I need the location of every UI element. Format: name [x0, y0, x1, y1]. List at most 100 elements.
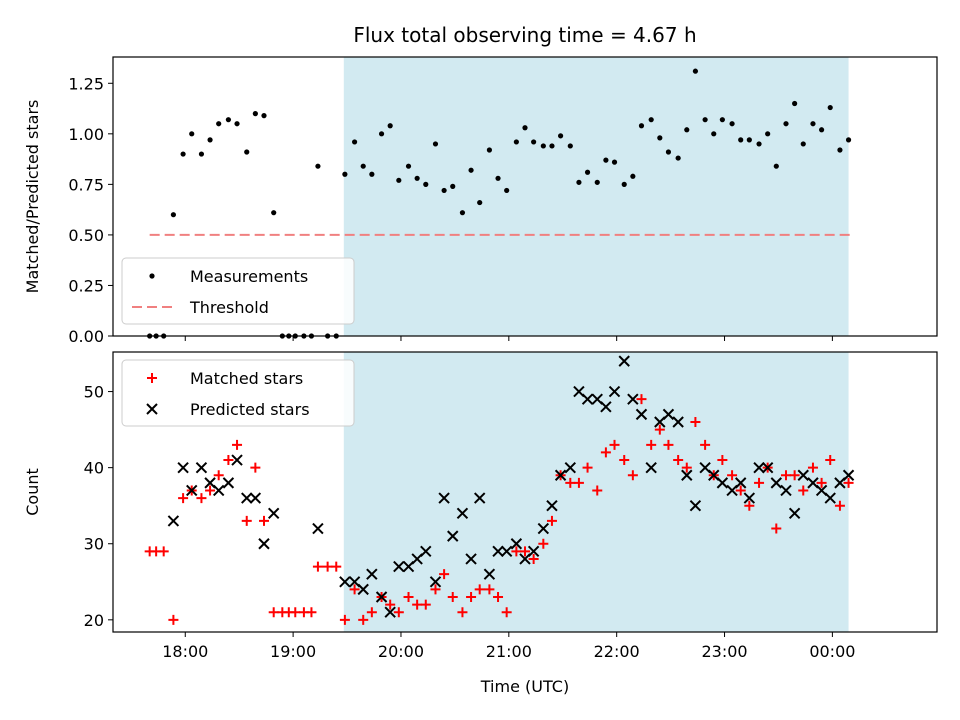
- measurements-point: [630, 173, 636, 179]
- measurements-point: [423, 181, 429, 187]
- measurements-point: [252, 111, 258, 117]
- ratio-y-axis-title: Matched/Predicted stars: [23, 100, 42, 294]
- predicted-stars-point: [429, 576, 442, 588]
- matched-stars-point: [213, 470, 224, 481]
- matched-stars-point: [816, 477, 827, 488]
- predicted-stars-point: [492, 545, 504, 558]
- matched-stars-point: [538, 538, 549, 549]
- predicted-stars-point: [672, 416, 684, 428]
- predicted-stars-point: [554, 469, 567, 481]
- matched-stars-point: [403, 592, 414, 602]
- predicted-stars-point: [546, 499, 558, 512]
- ratio-y-tick-label: 0.50: [68, 226, 104, 245]
- predicted-stars-point: [267, 507, 280, 520]
- ratio-axes-frame: [112, 56, 938, 337]
- predicted-stars-point: [456, 507, 469, 520]
- matched-stars-point: [673, 455, 684, 466]
- x-tick-label: 18:00: [162, 642, 208, 661]
- matched-stars-point: [528, 553, 539, 564]
- predicted-stars-point: [608, 385, 621, 398]
- matched-stars-point: [358, 614, 369, 625]
- matched-stars-point: [700, 439, 711, 450]
- matched-stars-point: [223, 455, 234, 466]
- measurements-point: [845, 137, 852, 143]
- matched-stars-point: [258, 515, 269, 526]
- predicted-stars-point: [366, 568, 378, 580]
- matched-stars-point: [250, 462, 261, 473]
- predicted-stars-point: [212, 484, 225, 497]
- measurements-point: [531, 139, 537, 145]
- matched-stars-point: [843, 477, 854, 488]
- matched-stars-point: [807, 462, 818, 473]
- matched-stars-point: [241, 515, 252, 526]
- count-y-axis-title: Count: [23, 468, 42, 516]
- count-y-tick-label: 50: [84, 383, 104, 402]
- matched-stars-point: [430, 584, 441, 595]
- matched-stars-point: [609, 439, 620, 450]
- measurements-point: [665, 149, 672, 155]
- predicted-stars-point: [842, 469, 855, 481]
- measurements-point: [638, 123, 645, 129]
- predicted-stars-point: [357, 583, 369, 596]
- predicted-stars-point: [618, 355, 630, 367]
- predicted-stars-point: [537, 522, 550, 535]
- matched-stars-point: [366, 607, 377, 618]
- measurements-point: [594, 179, 600, 185]
- matched-stars-point: [636, 394, 647, 405]
- matched-stars-point: [349, 584, 360, 595]
- predicted-stars-point: [635, 408, 648, 421]
- matched-stars-point: [646, 439, 657, 450]
- count-axes-frame: [112, 351, 938, 633]
- measurements-point: [684, 127, 690, 133]
- predicted-stars-point: [222, 477, 235, 489]
- predicted-stars-point: [627, 393, 639, 405]
- predicted-stars-point: [465, 553, 477, 565]
- predicted-stars-point: [600, 401, 612, 413]
- matched-stars-point: [627, 470, 638, 481]
- predicted-stars-point: [420, 545, 432, 558]
- measurements-point: [746, 137, 752, 143]
- ratio-y-tick-label: 1.25: [68, 74, 104, 93]
- ratio-legend: Measurements Threshold: [121, 257, 355, 325]
- count-y-tick-label: 40: [84, 459, 104, 478]
- measurements-point: [729, 121, 735, 127]
- measurements-point: [315, 163, 321, 169]
- matched-stars-point: [582, 462, 593, 473]
- matched-stars-point: [457, 607, 468, 618]
- matched-stars-point: [735, 485, 746, 496]
- predicted-stars-point: [258, 538, 270, 550]
- measurements-point: [369, 171, 375, 177]
- predicted-stars-point: [249, 492, 262, 504]
- matched-stars-point: [412, 599, 423, 610]
- measurements-point: [827, 104, 833, 111]
- measurements-point: [576, 179, 582, 185]
- measurements-point: [513, 139, 519, 145]
- matched-stars-point: [312, 561, 323, 572]
- measurements-point: [414, 175, 420, 181]
- measurements-point: [603, 157, 609, 163]
- predicted-stars-point: [500, 545, 513, 558]
- measurements-point: [459, 210, 466, 216]
- matched-stars-point: [825, 455, 836, 466]
- predicted-stars-point: [581, 393, 594, 405]
- measurements-point: [244, 149, 250, 155]
- measurements-point: [271, 210, 277, 216]
- predicted-stars-point: [384, 606, 396, 618]
- measurements-point: [792, 100, 798, 107]
- predicted-stars-point: [734, 477, 747, 489]
- measurements-point: [675, 155, 681, 161]
- matched-stars-point: [592, 485, 603, 496]
- matched-stars-point: [690, 417, 701, 427]
- count-legend-label: Matched stars: [190, 369, 303, 388]
- matched-stars-point: [619, 455, 630, 466]
- measurements-point: [702, 117, 708, 123]
- measurements-point: [567, 143, 573, 149]
- predicted-stars-point: [824, 492, 836, 504]
- measurements-point: [648, 117, 654, 123]
- matched-stars-point: [681, 462, 692, 473]
- measurements-point: [170, 212, 176, 218]
- ratio-y-tick-label: 0.25: [68, 276, 104, 295]
- matched-stars-point: [447, 592, 458, 602]
- measurements-point: [351, 139, 358, 145]
- matched-stars-point: [781, 470, 792, 481]
